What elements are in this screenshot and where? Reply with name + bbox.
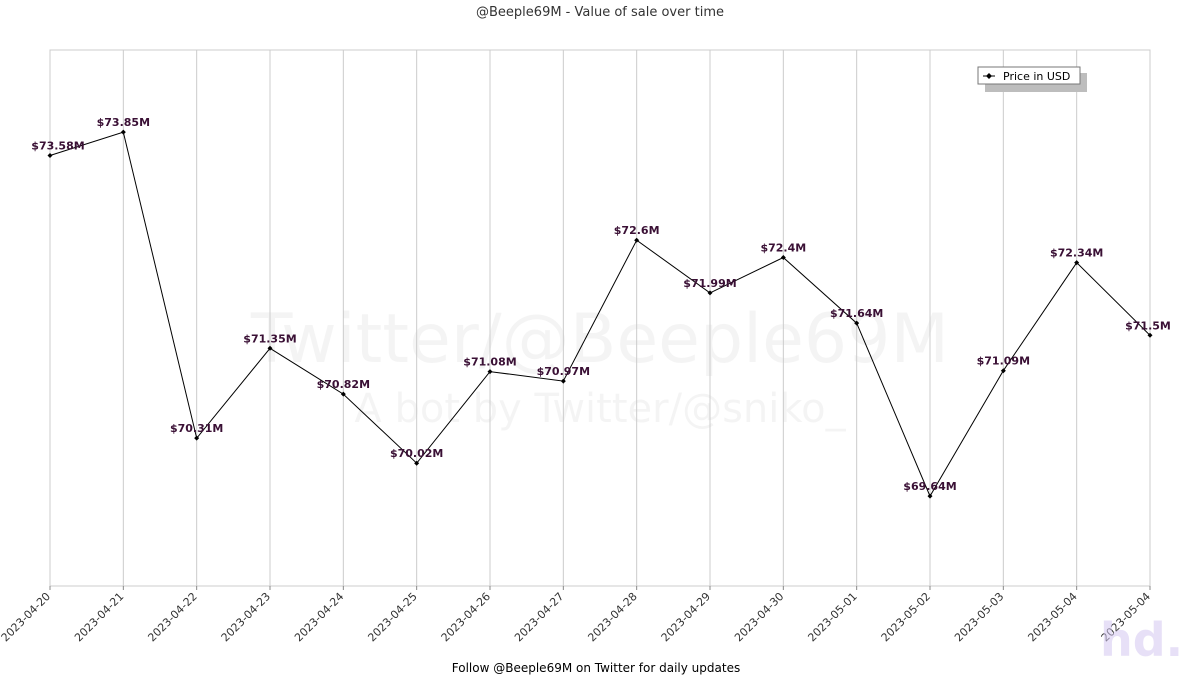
data-label: $70.31M xyxy=(170,422,223,435)
series-line xyxy=(49,131,1151,498)
x-tick-label: 2023-04-20 xyxy=(0,590,53,644)
data-point xyxy=(1000,368,1006,374)
x-tick-label: 2023-04-21 xyxy=(72,590,126,644)
x-tick-label: 2023-04-24 xyxy=(292,590,346,644)
data-point xyxy=(47,152,53,158)
x-tick-label: 2023-04-22 xyxy=(145,590,199,644)
data-label: $71.64M xyxy=(830,307,883,320)
data-point xyxy=(120,129,126,135)
x-tick-label: 2023-04-25 xyxy=(365,590,419,644)
data-label: $70.82M xyxy=(317,378,370,391)
watermark-line-2: A bot by Twitter/@sniko_ xyxy=(354,386,846,432)
data-label: $69.64M xyxy=(903,480,956,493)
x-tick-label: 2023-05-03 xyxy=(952,590,1006,644)
x-tick-label: 2023-05-04 xyxy=(1025,590,1079,644)
x-tick-label: 2023-04-28 xyxy=(585,590,639,644)
data-label: $73.58M xyxy=(31,139,84,152)
data-point xyxy=(194,435,200,441)
data-label: $71.5M xyxy=(1125,319,1171,332)
data-label: $72.34M xyxy=(1050,247,1103,260)
data-point xyxy=(487,369,493,375)
data-point xyxy=(1074,260,1080,266)
data-label: $71.08M xyxy=(463,356,516,369)
legend-marker-swatch xyxy=(986,73,992,79)
data-point xyxy=(414,460,420,466)
footer-note: Follow @Beeple69M on Twitter for daily u… xyxy=(452,661,740,675)
data-point xyxy=(1147,332,1153,338)
data-point xyxy=(854,320,860,326)
series-markers xyxy=(47,129,1153,499)
data-label: $70.97M xyxy=(537,365,590,378)
data-label: $71.09M xyxy=(977,355,1030,368)
data-point xyxy=(340,391,346,397)
data-point xyxy=(707,290,713,296)
x-tick-label: 2023-04-23 xyxy=(219,590,273,644)
data-label: $71.99M xyxy=(683,277,736,290)
x-tick-label: 2023-04-29 xyxy=(659,590,713,644)
data-label: $72.4M xyxy=(760,241,806,254)
data-labels: $73.58M $73.85M $70.31M $71.35M $70.82M $70.0… xyxy=(31,116,1171,493)
data-point xyxy=(780,254,786,260)
plot-area xyxy=(49,49,1151,587)
x-tick-label: 2023-05-01 xyxy=(805,590,859,644)
grid-lines xyxy=(122,50,1078,586)
watermark-line-1: Twitter/@Beeple69M xyxy=(250,300,949,379)
chart-title: @Beeple69M - Value of sale over time xyxy=(476,5,724,20)
data-label: $70.02M xyxy=(390,447,443,460)
legend-box xyxy=(977,66,1081,85)
data-point xyxy=(927,493,933,499)
legend: Price in USD xyxy=(977,66,1087,92)
x-tick-label: 2023-04-26 xyxy=(439,590,493,644)
data-point xyxy=(560,378,566,384)
corner-logo: hd. xyxy=(1100,613,1183,667)
watermark: Twitter/@Beeple69M A bot by Twitter/@sni… xyxy=(250,300,949,432)
data-label: $71.35M xyxy=(243,332,296,345)
data-label: $72.6M xyxy=(614,224,660,237)
x-axis-tick-labels: 2023-04-20 2023-04-21 2023-04-22 2023-04-23… xyxy=(0,586,1153,644)
data-point xyxy=(634,237,640,243)
data-point xyxy=(267,345,273,351)
x-tick-label: 2023-04-27 xyxy=(512,590,566,644)
legend-label: Price in USD xyxy=(1003,70,1070,83)
x-tick-label: 2023-04-30 xyxy=(732,590,786,644)
x-tick-label: 2023-05-02 xyxy=(879,590,933,644)
data-label: $73.85M xyxy=(97,116,150,129)
